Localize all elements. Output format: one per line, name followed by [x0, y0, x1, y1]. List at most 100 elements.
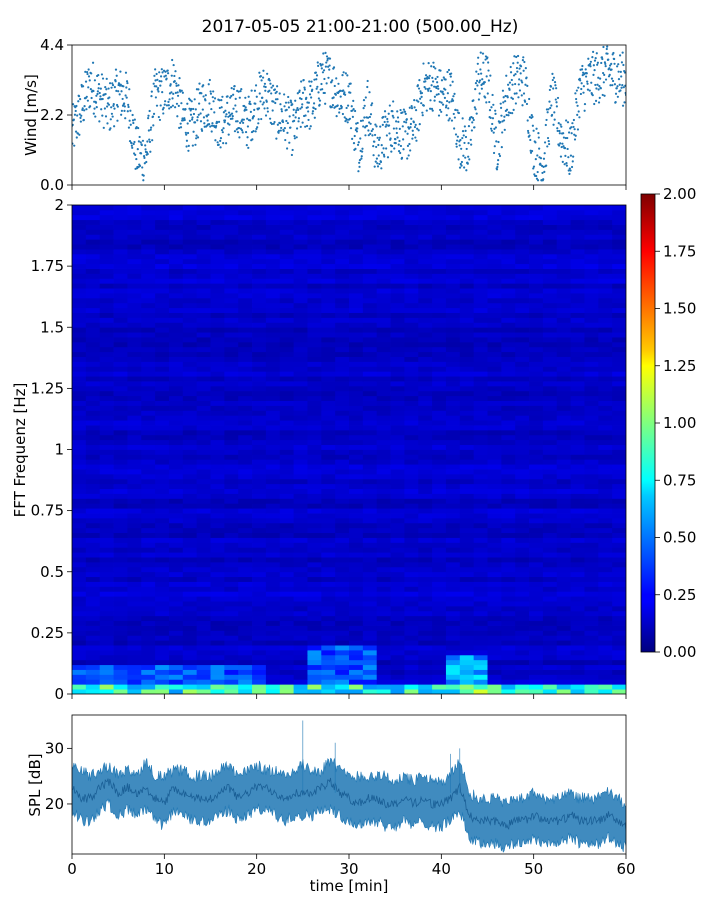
spectrogram-cell — [321, 400, 336, 406]
spectrogram-cell — [210, 498, 225, 504]
spectrogram-cell — [252, 400, 267, 406]
spectrogram-cell — [307, 341, 322, 348]
spectrogram-cell — [404, 473, 419, 480]
wind-point — [376, 165, 380, 168]
spectrogram-cell — [99, 517, 114, 524]
spectrogram-cell — [127, 464, 142, 470]
spectrogram-cell — [459, 283, 475, 289]
wind-point — [283, 105, 286, 108]
spectrogram-cell — [418, 366, 433, 372]
spectrogram-cell — [182, 268, 198, 274]
spectrogram-cell — [99, 444, 114, 450]
spectrogram-cell — [584, 429, 599, 436]
spectrogram-cell — [584, 488, 599, 494]
wind-point — [382, 115, 385, 119]
wind-point — [447, 119, 450, 122]
spectrogram-cell — [279, 400, 294, 406]
spectrogram-cell — [432, 561, 447, 568]
spectrogram-cell — [252, 454, 267, 460]
spectrogram-cell — [335, 400, 350, 406]
spectrogram-cell — [445, 659, 461, 666]
wind-point — [359, 137, 362, 140]
wind-point — [149, 128, 152, 131]
spectrogram-cell — [127, 273, 142, 279]
spectrogram-cell — [390, 410, 405, 416]
spectrogram-cell — [168, 434, 184, 441]
wind-point — [222, 111, 225, 114]
spectrogram-cell — [141, 478, 156, 485]
spectrogram-cell — [72, 684, 87, 690]
spectrogram-cell — [321, 410, 336, 416]
spectrogram-cell — [445, 537, 461, 543]
spectrogram-cell — [85, 649, 101, 656]
spectrogram-cell — [487, 307, 502, 313]
wind-point — [538, 147, 541, 150]
spectrogram-cell — [404, 356, 419, 362]
spectrogram-cell — [182, 537, 198, 543]
wind-point — [72, 118, 75, 121]
spectrogram-cell — [584, 346, 599, 353]
spectrogram-cell — [155, 268, 170, 274]
wind-point — [351, 137, 354, 140]
spectrogram-cell — [612, 439, 626, 446]
spectrogram-cell — [529, 527, 544, 534]
wind-point — [216, 121, 219, 124]
spectrogram-cell — [196, 312, 211, 318]
spectrogram-cell — [85, 429, 101, 436]
spectrogram-cell — [99, 454, 114, 460]
spectrogram-cell — [349, 654, 364, 661]
spectrogram-cell — [238, 444, 253, 450]
wind-point — [125, 80, 129, 83]
spectrogram-cell — [224, 527, 239, 534]
spectrogram-cell — [321, 283, 336, 289]
spectrogram-cell — [529, 464, 544, 470]
spectrogram-cell — [404, 337, 419, 343]
spectrogram-cell — [556, 527, 571, 534]
spectrogram-cell — [376, 635, 391, 641]
spectrogram-cell — [72, 317, 87, 323]
wind-point — [451, 80, 454, 83]
spectrogram-cell — [445, 542, 461, 548]
spectrogram-cell — [418, 371, 433, 377]
spectrogram-cell — [501, 459, 516, 465]
spectrogram-cell — [487, 312, 502, 318]
spectrogram-cell — [542, 561, 558, 568]
spectrogram-cell — [362, 522, 378, 529]
spectrogram-cell — [529, 601, 544, 607]
wind-point — [295, 109, 298, 112]
spectrogram-cell — [418, 425, 433, 431]
wind-point — [246, 125, 250, 128]
wind-point — [532, 129, 535, 132]
spectrogram-cell — [349, 596, 364, 602]
wind-point — [289, 126, 292, 129]
spectrogram-cell — [99, 581, 114, 587]
spectrogram-cell — [432, 630, 447, 636]
spectrogram-cell — [598, 517, 613, 524]
spectrogram-cell — [224, 517, 239, 524]
spectrogram-cell — [390, 498, 405, 504]
spectrogram-cell — [459, 537, 475, 543]
wind-point — [309, 84, 312, 88]
wind-point — [312, 106, 315, 110]
wind-point — [377, 154, 380, 157]
spectrogram-cell — [362, 332, 378, 338]
spectrogram-cell — [445, 630, 461, 636]
spectrogram-cell — [252, 625, 267, 631]
spectrogram-cell — [252, 366, 267, 372]
spectrogram-cell — [418, 630, 433, 636]
spectrogram-cell — [182, 337, 198, 343]
spectrogram-cell — [279, 312, 294, 318]
spectrogram-cell — [445, 297, 461, 304]
spectrogram-cell — [265, 376, 281, 382]
spectrogram-cell — [598, 322, 613, 328]
spectrogram-cell — [252, 498, 267, 504]
spectrogram-cell — [459, 351, 475, 357]
spectrogram-cell — [501, 332, 516, 338]
spectrogram-cell — [210, 566, 225, 573]
spectrogram-cell — [598, 537, 613, 543]
spectrogram-cell — [196, 317, 211, 323]
spectrogram-cell — [99, 630, 114, 636]
spectrogram-cell — [487, 654, 502, 661]
spectrogram-cell — [556, 596, 571, 602]
spectrogram-cell — [542, 591, 558, 597]
